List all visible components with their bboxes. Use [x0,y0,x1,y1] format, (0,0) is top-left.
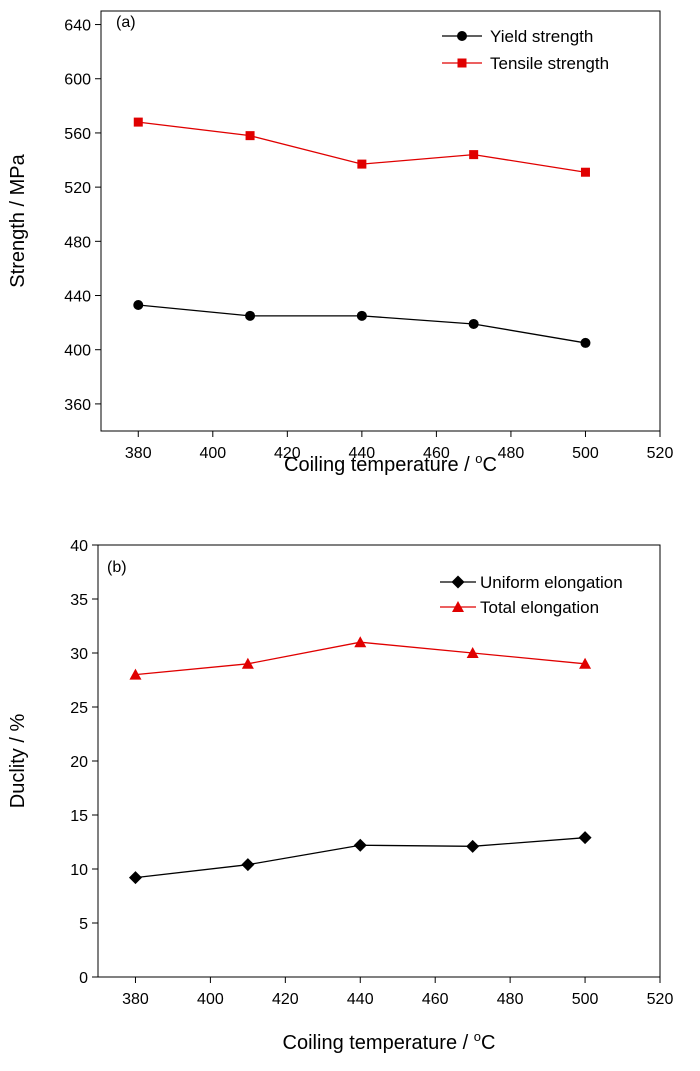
x-tick-label: 480 [497,991,524,1008]
series-line-1 [138,304,586,344]
data-point [580,337,591,348]
y-tick-label: 520 [64,180,91,197]
y-tick-label: 400 [64,343,91,360]
legend: Yield strength Tensile strength [442,27,609,73]
legend-marker [457,31,467,41]
y-tick-label: 5 [79,916,88,933]
y-tick-label: 40 [70,538,88,555]
legend-label: Uniform elongation [480,573,623,592]
legend-marker [452,601,464,612]
legend-marker [451,575,465,589]
data-point [466,647,479,658]
y-tick-label: 25 [70,700,88,717]
x-tick-label: 440 [347,991,374,1008]
x-axis-title: Coiling temperature / oC [283,1029,496,1054]
x-tick-label: 480 [498,445,525,462]
y-axis-title: Strength / MPa [7,153,29,287]
panel-label: (b) [107,559,127,576]
y-tick-label: 10 [70,862,88,879]
y-tick-label: 35 [70,592,88,609]
data-point [245,131,255,141]
y-tick-label: 15 [70,808,88,825]
data-point [133,117,143,127]
x-tick-label: 500 [572,445,599,462]
x-tick-label: 380 [125,445,152,462]
x-tick-label: 460 [422,991,449,1008]
x-tick-label: 400 [197,991,224,1008]
legend-label: Total elongation [480,598,599,617]
data-point [357,159,367,169]
x-tick-label: 460 [423,445,450,462]
data-point [241,657,254,669]
panel-label: (a) [116,14,136,31]
data-point [354,636,367,648]
data-point [580,167,590,177]
y-tick-label: 20 [70,754,88,771]
data-point [578,831,592,845]
data-point [129,668,142,680]
legend: Uniform elongation Total elongation [440,573,623,617]
data-point [466,839,480,853]
data-point [468,318,479,329]
data-point [353,838,367,852]
legend-label: Yield strength [490,27,593,46]
y-tick-label: 480 [64,234,91,251]
y-tick-label: 640 [64,18,91,35]
x-tick-label: 420 [272,991,299,1008]
legend-marker [457,58,467,68]
panel-a: 380 400 420 440 460 480 500 520 360 400 440 480 520 5… [7,10,674,476]
x-axis-title: Coiling temperature / oC [284,451,497,476]
data-point [128,871,142,885]
x-tick-label: 420 [274,445,301,462]
data-point [241,858,255,872]
data-point [356,310,367,321]
x-tick-label: 520 [647,445,674,462]
y-tick-label: 440 [64,289,91,306]
x-tick-label: 440 [349,445,376,462]
data-point [245,310,256,321]
x-tick-label: 520 [647,991,674,1008]
y-axis-title: Duclity / % [7,714,29,809]
x-tick-label: 400 [199,445,226,462]
y-tick-label: 360 [64,397,91,414]
plot-frame [100,10,661,432]
panel-b: 380 400 420 440 460 480 500 520 0 5 10 15 20 25 30 35 40… [7,538,673,1054]
data-point [133,300,144,310]
x-tick-label: 500 [572,991,599,1008]
y-tick-label: 30 [70,646,88,663]
data-point [469,150,479,160]
x-tick-label: 380 [122,991,149,1008]
data-point [579,657,592,669]
y-tick-label: 560 [64,126,91,143]
y-tick-label: 600 [64,72,91,89]
legend-label: Tensile strength [490,54,609,73]
y-tick-label: 0 [79,970,88,987]
